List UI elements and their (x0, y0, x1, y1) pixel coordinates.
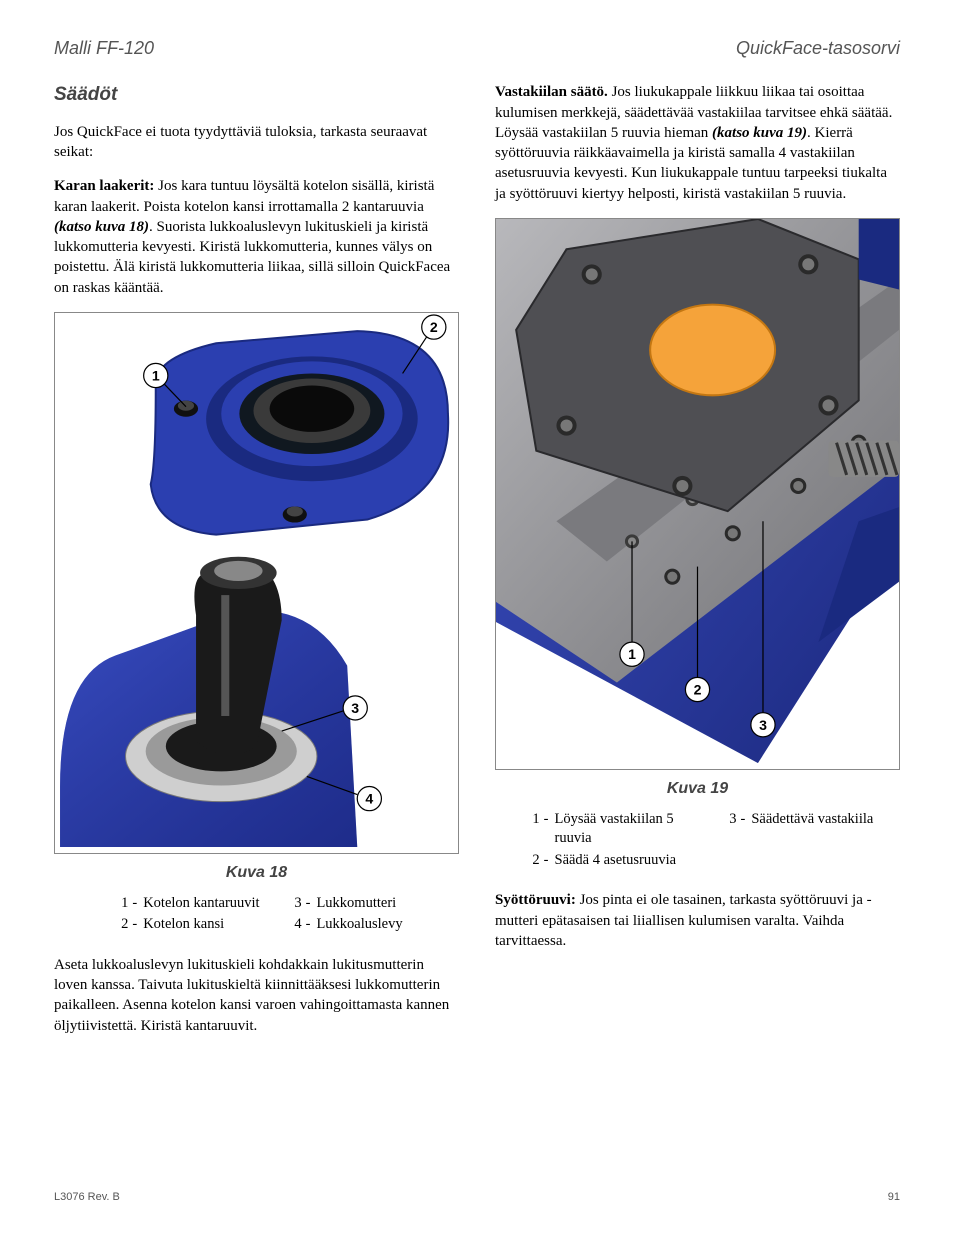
header-left: Malli FF-120 (54, 36, 154, 60)
left-column: Säädöt Jos QuickFace ei tuota tyydyttävi… (54, 82, 459, 1050)
legend-num: 1 (522, 810, 544, 849)
figure-19-caption: Kuva 19 (495, 778, 900, 800)
legend-text: Löysää vastakiilan 5 ruuvia (555, 810, 695, 849)
right-para2-lead: Syöttöruuvi: (495, 892, 576, 908)
legend-num: 4 (284, 915, 306, 935)
svg-text:2: 2 (430, 319, 438, 335)
header-right: QuickFace-tasosorvi (736, 36, 900, 60)
right-para1: Vastakiilan säätö. Jos liukukappale liik… (495, 82, 900, 204)
right-column: Vastakiilan säätö. Jos liukukappale liik… (495, 82, 900, 1050)
legend-text: Säädä 4 asetusruuvia (555, 851, 677, 871)
svg-text:1: 1 (152, 367, 160, 383)
left-intro: Jos QuickFace ei tuota tyydyttäviä tulok… (54, 122, 459, 163)
left-para1: Karan laakerit: Jos kara tuntuu löysältä… (54, 176, 459, 298)
legend-num: 3 (284, 894, 306, 914)
legend-text: Lukkoaluslevy (316, 915, 402, 935)
figure-19-legend: 1-Löysää vastakiilan 5 ruuvia 2-Säädä 4 … (495, 810, 900, 873)
left-para1-lead: Karan laakerit: (54, 178, 154, 194)
legend-text: Kotelon kansi (143, 915, 224, 935)
legend-text: Lukkomutteri (316, 894, 396, 914)
legend-num: 2 (110, 915, 132, 935)
legend-num: 3 (719, 810, 741, 830)
legend-num: 1 (110, 894, 132, 914)
figure-19-svg: 1 2 3 (496, 219, 899, 763)
figure-18-svg: 1 2 3 4 (55, 313, 458, 847)
svg-text:2: 2 (694, 681, 702, 697)
left-para2: Aseta lukkoaluslevyn lukituskieli kohdak… (54, 955, 459, 1036)
section-title: Säädöt (54, 82, 459, 108)
right-para1-lead: Vastakiilan säätö. (495, 84, 608, 100)
left-para1-ref: (katso kuva 18) (54, 219, 149, 235)
figure-18: 1 2 3 4 (54, 312, 459, 854)
right-para2: Syöttöruuvi: Jos pinta ei ole tasainen, … (495, 890, 900, 951)
figure-19: 1 2 3 (495, 218, 900, 770)
svg-text:4: 4 (365, 791, 373, 807)
legend-num: 2 (522, 851, 544, 871)
svg-text:3: 3 (759, 717, 767, 733)
svg-text:1: 1 (628, 646, 636, 662)
right-para1-ref: (katso kuva 19) (712, 125, 807, 141)
figure-18-caption: Kuva 18 (54, 862, 459, 884)
svg-text:3: 3 (351, 700, 359, 716)
legend-text: Säädettävä vastakiila (751, 810, 873, 830)
figure-18-legend: 1-Kotelon kantaruuvit 2-Kotelon kansi 3-… (54, 894, 459, 937)
legend-text: Kotelon kantaruuvit (143, 894, 259, 914)
footer-left: L3076 Rev. B (54, 1190, 120, 1205)
footer-page: 91 (888, 1190, 900, 1205)
